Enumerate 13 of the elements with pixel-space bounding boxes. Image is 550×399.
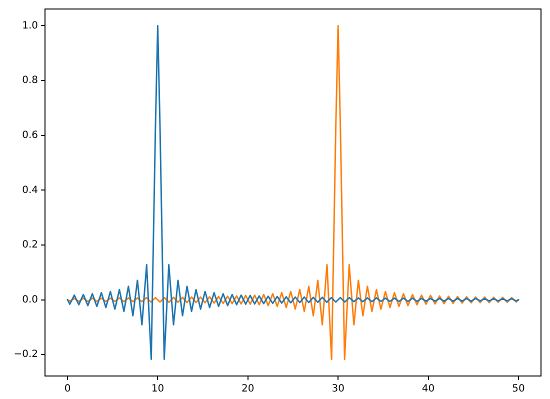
- y-tick-label: −0.2: [14, 349, 38, 360]
- y-tick-label: 0.8: [22, 75, 38, 86]
- x-tick-label: 10: [151, 384, 164, 395]
- y-tick-label: 0.0: [22, 294, 38, 306]
- x-tick-label: 30: [332, 384, 344, 395]
- y-tick-label: 0.2: [22, 240, 38, 251]
- x-tick-label: 50: [512, 384, 525, 395]
- x-tick-label: 40: [422, 384, 435, 395]
- y-tick-label: 0.6: [22, 130, 38, 141]
- y-tick-label: 1.0: [22, 20, 38, 32]
- y-tick-label: 0.4: [22, 184, 38, 196]
- x-tick-label: 20: [242, 384, 254, 395]
- x-tick-label: 0: [64, 384, 71, 395]
